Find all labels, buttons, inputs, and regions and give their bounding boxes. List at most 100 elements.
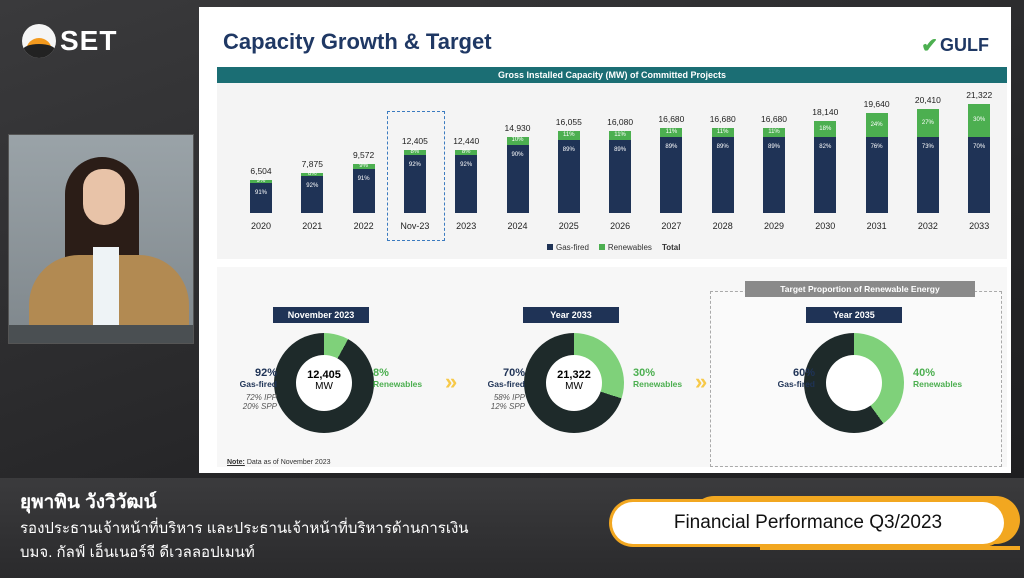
bar-total-label: 19,640	[863, 99, 890, 109]
bar-category-label: 2027	[661, 221, 682, 231]
pie-tag: Year 2033	[523, 307, 619, 323]
bar-2024: 10% 90%	[506, 136, 529, 213]
bar-total-label: 16,680	[709, 114, 736, 125]
bar-renewables-2030: 18%	[814, 120, 837, 138]
bar-gas-2026: 89%	[609, 140, 632, 213]
bar-2030: 18% 82%	[814, 120, 837, 213]
bar-category-label: 2028	[712, 221, 733, 231]
bar-2020: 9% 91%	[250, 178, 272, 213]
chart-legend: Gas-fired Renewables Total	[547, 243, 680, 252]
renewables-share-label: 8% Renewables	[373, 367, 423, 389]
presenter-name: ยุพาพิน วังวิวัฒน์	[20, 492, 157, 513]
bar-gas-2020: 91%	[250, 182, 272, 213]
bar-category-label: 2031	[866, 221, 887, 231]
set-logo: SET	[22, 24, 117, 58]
bar-total-label: 7,875	[301, 158, 323, 169]
bar-2028: 11% 89%	[711, 128, 734, 213]
gulf-logo: ✔ GULF	[921, 33, 989, 58]
bar-total-label: 16,055	[555, 117, 582, 128]
gas-share-label: 92% Gas-fired 72% IPP 20% SPP	[239, 367, 277, 411]
gas-share-label: 60% Gas-fired	[777, 367, 815, 389]
bar-2023: 8% 92%	[455, 149, 478, 213]
bar-gas-2032: 73%	[916, 137, 939, 213]
bar-2031: 24% 76%	[865, 113, 888, 213]
bar-total-label: 18,140	[812, 106, 839, 117]
pie-section: Target Proportion of Renewable Energy No…	[217, 267, 1007, 467]
bar-total-label: 12,405	[401, 135, 428, 146]
bar-renewables-Nov-23: 8%	[403, 149, 426, 155]
check-icon: ✔	[921, 35, 938, 57]
bar-category-label: 2032	[917, 221, 938, 231]
bar-2033: 30% 70%	[968, 104, 991, 213]
company-name: บมจ. กัลฟ์ เอ็นเนอร์จี ดีเวลลอปเมนท์	[20, 544, 255, 561]
program-title: Financial Performance Q3/2023	[612, 502, 1004, 544]
presenter-video	[8, 134, 194, 344]
renewables-share-label: 40% Renewables	[913, 367, 963, 389]
bar-total-label: 21,322	[966, 90, 993, 101]
bar-total-label: 16,680	[658, 114, 685, 125]
bar-Nov-23: 8% 92%	[403, 149, 426, 213]
bar-total-label: 6,504	[250, 165, 272, 176]
chevron-right-icon: »	[445, 369, 458, 394]
bar-category-label: 2025	[558, 221, 579, 231]
bar-renewables-2020: 9%	[250, 178, 272, 184]
bar-renewables-2029: 11%	[763, 128, 785, 138]
bar-category-label: 2029	[763, 221, 785, 231]
presenter-role: รองประธานเจ้าหน้าที่บริหาร และประธานเจ้า…	[20, 520, 469, 537]
bar-gas-2028: 89%	[711, 137, 734, 213]
bar-gas-2023: 92%	[455, 154, 478, 213]
bar-renewables-2033: 30%	[968, 104, 991, 137]
bar-renewables-2032: 27%	[916, 109, 939, 138]
bar-total-label: 20,410	[914, 95, 941, 106]
legend-total: Total	[661, 243, 681, 252]
bar-2021: 8% 92%	[301, 171, 324, 213]
donut-center: 21,322 MW	[546, 355, 602, 411]
bar-total-label: 12,440	[453, 135, 480, 146]
renewables-share-label: 30% Renewables	[633, 367, 683, 389]
bar-category-label: 2030	[815, 221, 836, 231]
donut-center: 12,405 MW	[296, 355, 352, 411]
bar-total-label: 9,572	[352, 150, 375, 161]
slide-title: Capacity Growth & Target	[223, 29, 492, 54]
bar-2027: 11% 89%	[660, 128, 683, 213]
capacity-chart-panel: Gross Installed Capacity (MW) of Committ…	[217, 67, 1007, 259]
bar-total-label: 16,080	[607, 117, 634, 128]
set-logo-text: SET	[60, 25, 118, 56]
bar-gas-2024: 90%	[506, 144, 529, 213]
bar-total-label: 14,930	[504, 122, 531, 133]
bar-2022: 9% 91%	[352, 163, 375, 213]
bar-category-label: 2026	[610, 221, 631, 231]
bar-renewables-2021: 8%	[301, 171, 324, 177]
bar-2032: 27% 73%	[916, 109, 939, 213]
data-note: Note: Data as of November 2023	[227, 459, 331, 466]
legend-renewables: Renewables	[598, 243, 652, 252]
target-heading: Target Proportion of Renewable Energy	[745, 281, 975, 297]
bar-renewables-2024: 10%	[506, 136, 529, 145]
bar-renewables-2023: 8%	[455, 149, 478, 155]
bar-gas-2027: 89%	[660, 137, 683, 213]
bar-category-label: 2021	[302, 221, 323, 231]
bar-2026: 11% 89%	[609, 131, 632, 213]
gulf-logo-text: GULF	[940, 35, 989, 55]
bar-total-label: 16,680	[761, 114, 787, 125]
highlight-box	[386, 111, 445, 241]
bar-category-label: 2022	[353, 221, 374, 231]
bar-2029: 11% 89%	[763, 128, 785, 213]
bar-gas-2031: 76%	[865, 136, 888, 213]
bar-renewables-2028: 11%	[711, 128, 734, 138]
bar-gas-2029: 89%	[763, 137, 785, 213]
bar-category-label: 2033	[969, 221, 990, 231]
chart-heading: Gross Installed Capacity (MW) of Committ…	[217, 67, 1007, 83]
chevron-right-icon: »	[695, 369, 708, 394]
bar-2025: 11% 89%	[557, 131, 580, 213]
bar-renewables-2031: 24%	[865, 113, 888, 137]
donut-center	[826, 355, 882, 411]
set-logo-icon	[22, 24, 56, 58]
bar-renewables-2027: 11%	[660, 128, 683, 138]
bar-category-label: 2023	[456, 221, 477, 231]
bar-category-label: 2024	[507, 221, 528, 231]
bar-category-label: 2020	[250, 221, 272, 231]
presentation-slide: Capacity Growth & Target ✔ GULF Gross Ins…	[199, 7, 1011, 473]
bar-gas-2030: 82%	[814, 137, 837, 213]
gas-share-label: 70% Gas-fired 58% IPP 12% SPP	[487, 367, 525, 411]
